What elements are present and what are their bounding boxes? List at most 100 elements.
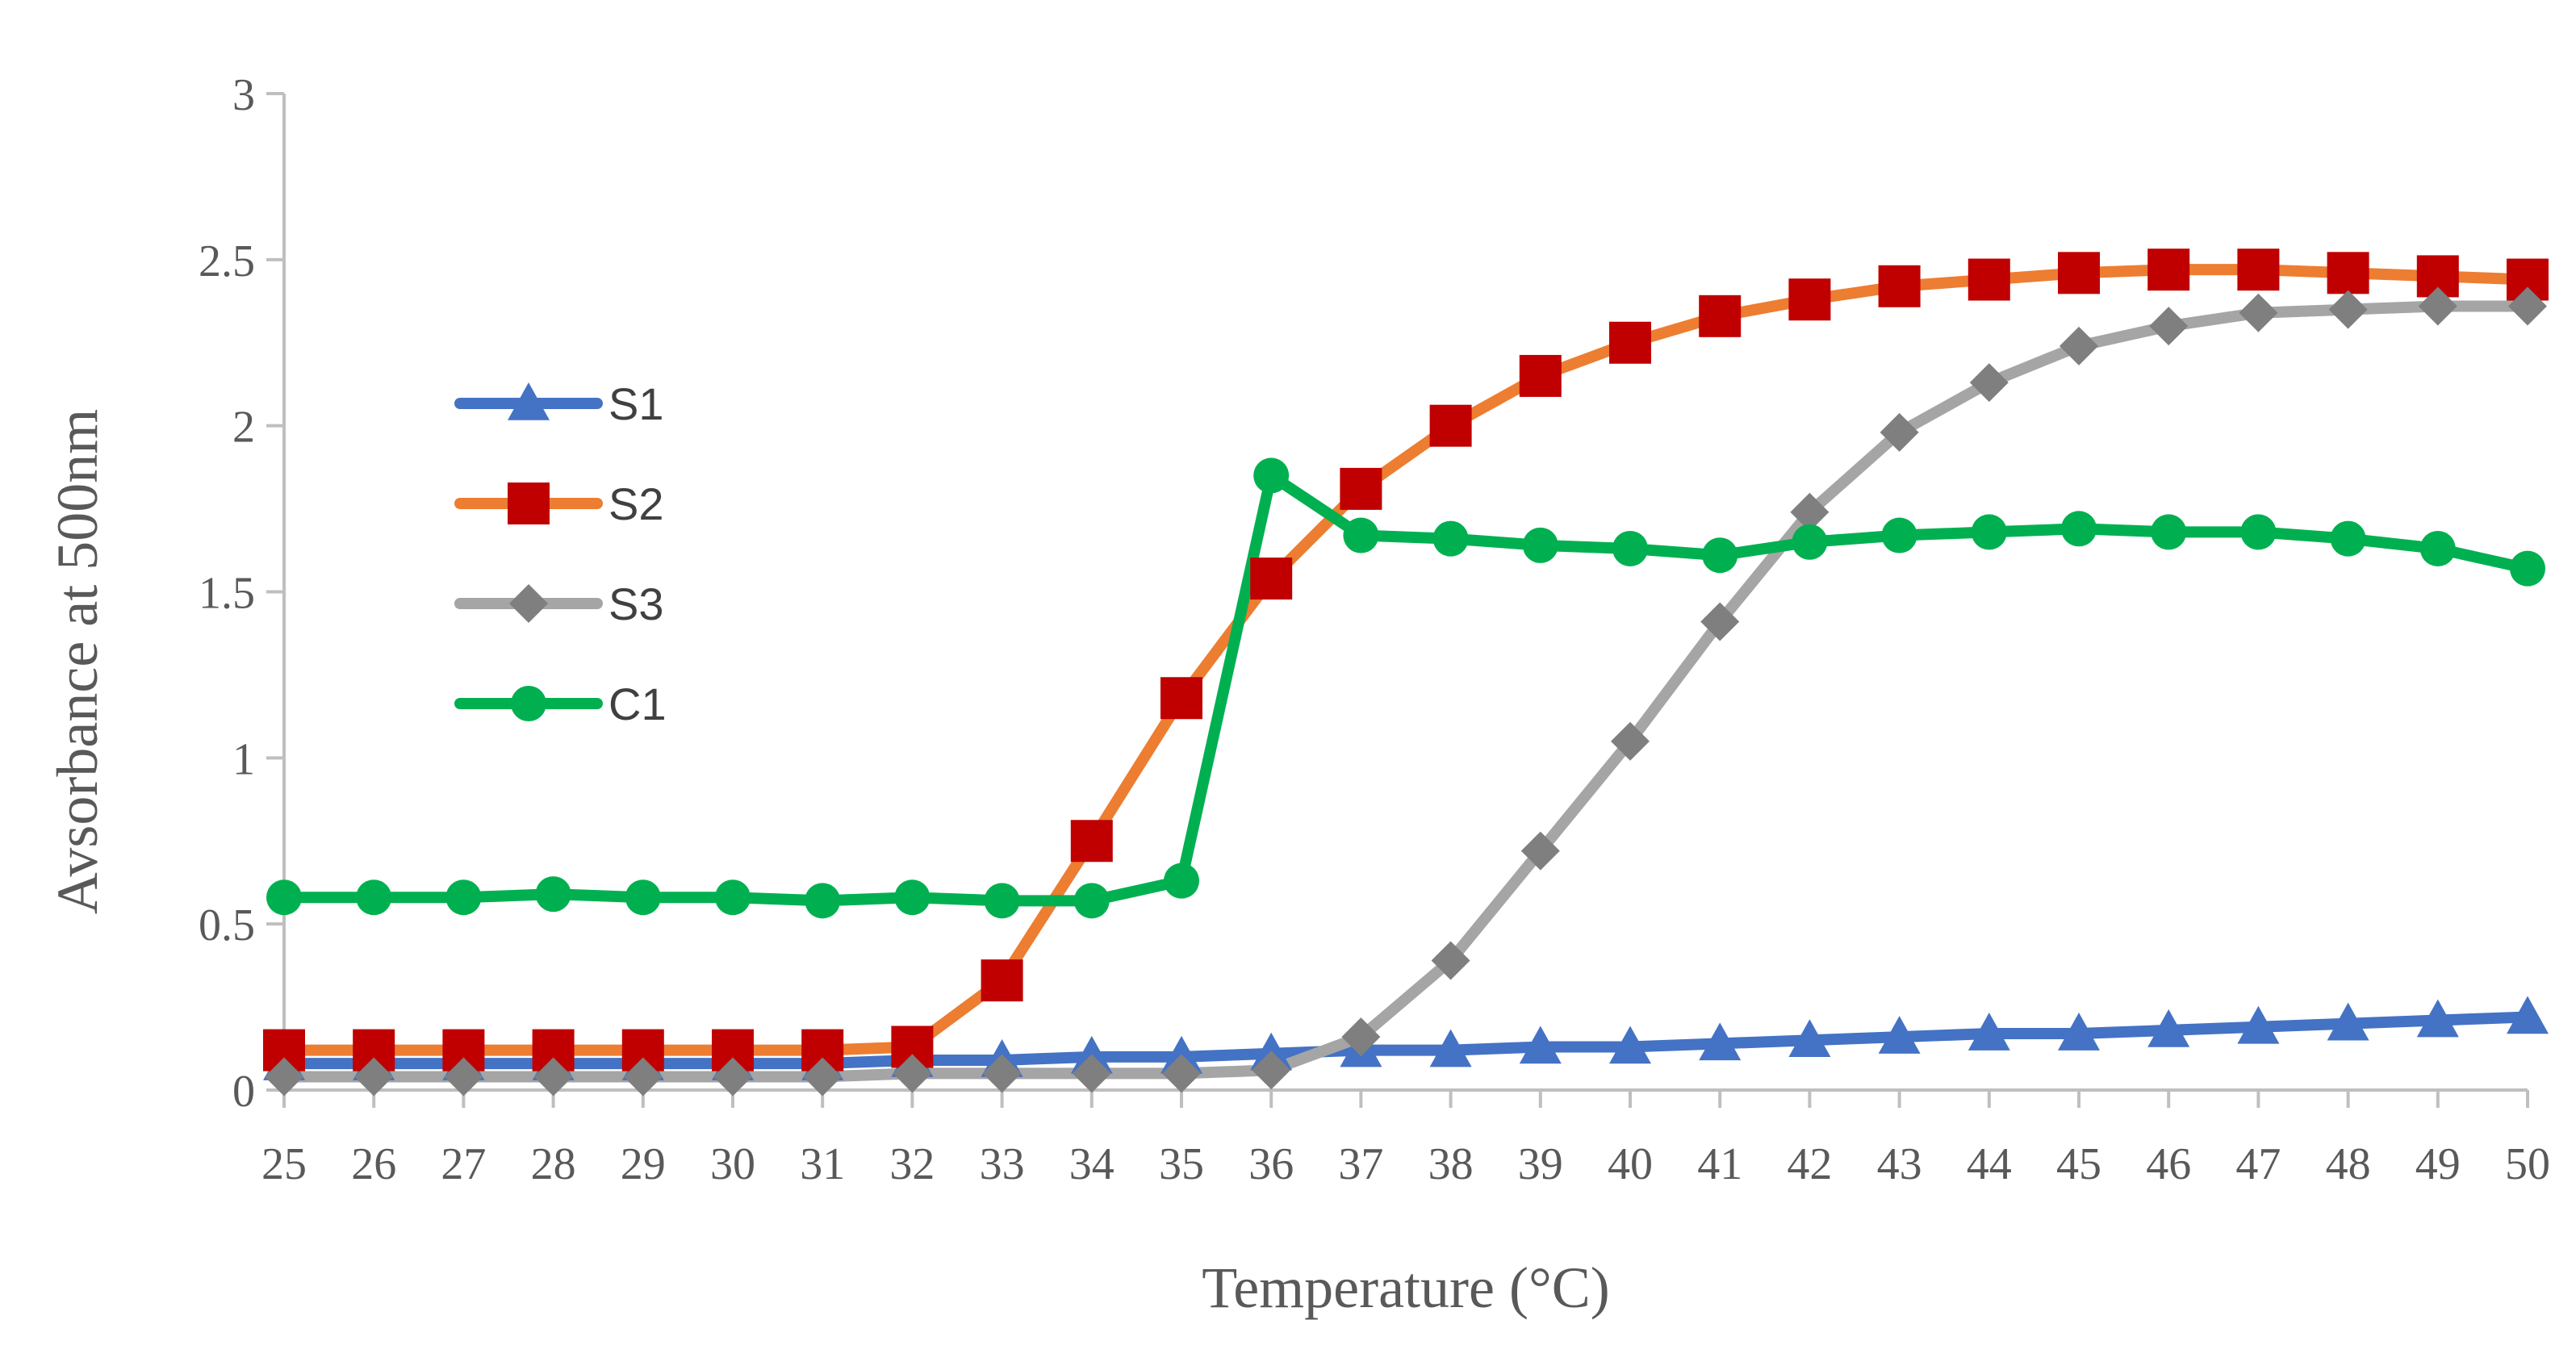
x-tick-label: 45: [2056, 1139, 2101, 1189]
markers-s2: [263, 249, 2549, 1071]
data-point-s3: [713, 1057, 752, 1097]
x-tick-label: 29: [621, 1139, 666, 1189]
y-tick-label: 1: [232, 734, 255, 784]
data-point-c1: [1522, 527, 1558, 563]
legend-label: S2: [608, 478, 664, 529]
data-point-s2: [1340, 467, 1382, 510]
data-point-c1: [894, 879, 930, 916]
y-tick-label: 0.5: [199, 900, 255, 950]
data-point-s1: [1519, 1026, 1562, 1064]
x-tick-label: 38: [1428, 1139, 1474, 1189]
data-point-c1: [2419, 530, 2456, 566]
data-point-s3: [354, 1057, 394, 1097]
y-tick-label: 1.5: [199, 569, 255, 619]
y-tick-label: 2: [232, 403, 255, 453]
x-axis-title: Temperature (°C): [1202, 1255, 1610, 1320]
markers-c1: [266, 457, 2545, 919]
x-tick-label: 48: [2326, 1139, 2371, 1189]
data-point-s3: [1700, 602, 1740, 641]
data-point-s2: [1160, 677, 1202, 720]
data-point-s3: [444, 1057, 483, 1097]
data-point-s3: [1880, 412, 1919, 452]
data-point-c1: [1073, 883, 1110, 919]
data-point-s2: [1878, 265, 1921, 307]
legend-swatch-marker: [508, 482, 550, 524]
data-point-s2: [1609, 321, 1651, 364]
data-point-s2: [1699, 295, 1742, 337]
y-ticks: 0 0.5 1 1.5 2 2.5 3: [199, 70, 284, 1117]
data-point-s2: [2058, 252, 2100, 295]
data-point-s3: [265, 1057, 303, 1097]
data-point-c1: [2510, 550, 2545, 587]
x-tick-label: 26: [351, 1139, 396, 1189]
legend-label: S1: [608, 378, 664, 429]
data-point-s3: [1341, 1017, 1381, 1057]
data-point-c1: [445, 879, 482, 916]
x-tick-label: 43: [1877, 1139, 1922, 1189]
data-point-c1: [535, 876, 571, 913]
legend-item-c1: C1: [454, 679, 667, 729]
legend-item-s3: S3: [454, 579, 664, 629]
x-tick-label: 31: [800, 1139, 845, 1189]
x-tick-label: 47: [2235, 1139, 2281, 1189]
data-point-s2: [981, 959, 1023, 1002]
legend-item-s1: S1: [454, 378, 664, 429]
data-point-s1: [1609, 1026, 1651, 1064]
data-point-c1: [1702, 537, 1738, 574]
data-point-c1: [984, 883, 1020, 919]
legend-swatch-marker: [511, 686, 546, 721]
data-point-s1: [1699, 1022, 1742, 1061]
data-point-s2: [1070, 820, 1113, 863]
x-tick-label: 49: [2415, 1139, 2461, 1189]
data-point-s3: [533, 1057, 573, 1097]
x-tick-label: 42: [1787, 1139, 1832, 1189]
y-tick-label: 0: [232, 1067, 255, 1117]
series-markers: [263, 249, 2549, 1097]
data-point-s2: [2237, 249, 2280, 291]
data-point-s1: [2327, 1002, 2369, 1041]
data-point-s3: [982, 1054, 1022, 1093]
data-point-s1: [2416, 999, 2459, 1038]
data-point-c1: [1792, 524, 1828, 560]
data-point-s3: [623, 1057, 663, 1097]
series-line-s1: [278, 1011, 2533, 1070]
data-point-s1: [2237, 1005, 2280, 1044]
data-point-c1: [805, 883, 841, 919]
x-tick-label: 30: [710, 1139, 755, 1189]
data-point-s2: [2327, 252, 2369, 295]
markers-s3: [265, 286, 2547, 1097]
data-point-s1: [1788, 1019, 1831, 1058]
data-point-c1: [1881, 517, 1917, 554]
data-point-c1: [266, 879, 302, 916]
data-point-s3: [1431, 941, 1470, 980]
data-point-s3: [2149, 307, 2189, 346]
legend-item-s2: S2: [454, 478, 664, 529]
data-point-s3: [1072, 1054, 1111, 1093]
x-tick-label: 40: [1608, 1139, 1653, 1189]
x-tick-label: 46: [2146, 1139, 2191, 1189]
data-point-c1: [2330, 520, 2366, 557]
data-point-s1: [2147, 1009, 2190, 1047]
data-point-s1: [2058, 1013, 2100, 1051]
data-point-c1: [356, 879, 392, 916]
legend-label: C1: [608, 679, 667, 729]
y-tick-label: 3: [232, 70, 255, 120]
x-tick-label: 25: [261, 1139, 307, 1189]
data-point-s3: [2508, 286, 2547, 326]
legend-label: S3: [608, 579, 664, 629]
x-tick-label: 28: [531, 1139, 576, 1189]
data-point-s3: [2418, 286, 2457, 326]
data-point-s1: [1429, 1029, 1472, 1067]
data-point-s2: [1429, 404, 1472, 447]
data-point-s3: [2328, 290, 2368, 329]
x-tick-label: 34: [1069, 1139, 1114, 1189]
data-point-s2: [1968, 258, 2010, 301]
x-tick-label: 41: [1697, 1139, 1742, 1189]
x-tick-label: 39: [1518, 1139, 1563, 1189]
data-point-s3: [2239, 293, 2278, 332]
data-point-s3: [2060, 326, 2098, 366]
data-point-c1: [1432, 520, 1469, 557]
data-point-s2: [1250, 558, 1293, 600]
data-point-s1: [2507, 996, 2549, 1034]
